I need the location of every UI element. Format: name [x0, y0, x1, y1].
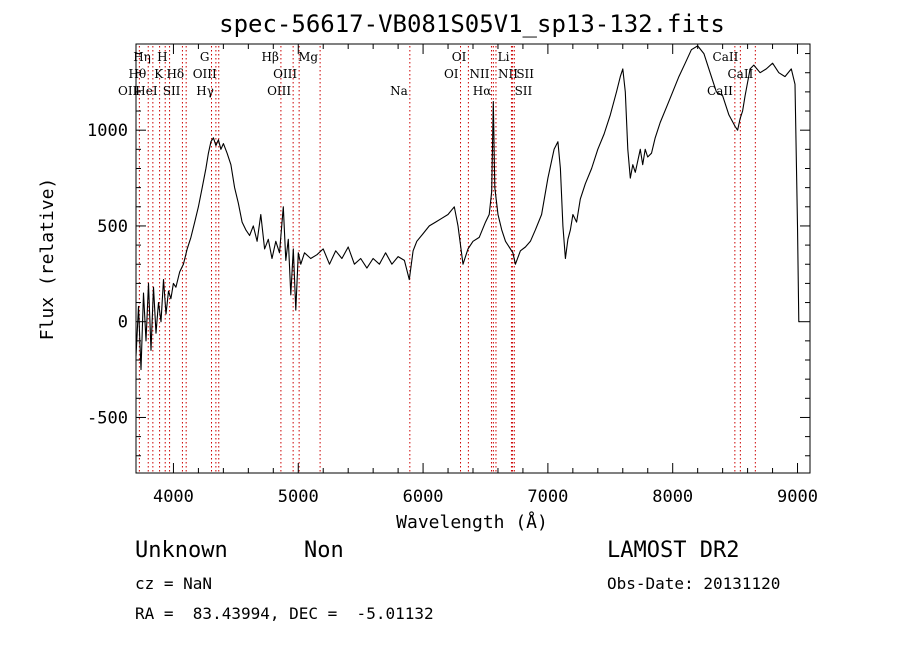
line-label: Hθ	[129, 67, 147, 81]
chart-title: spec-56617-VB081S05V1_sp13-132.fits	[219, 10, 725, 38]
line-label: OIII	[267, 84, 291, 98]
x-axis-label: Wavelength (Å)	[396, 511, 548, 533]
survey-label: LAMOST DR2	[607, 538, 740, 563]
x-tick-label: 4000	[153, 487, 194, 507]
line-label: Na	[390, 84, 408, 98]
line-label: CaII	[713, 50, 739, 64]
line-label: OI	[452, 50, 467, 64]
line-label: HeI	[135, 84, 158, 98]
x-tick-label: 7000	[527, 487, 568, 507]
line-label: CaII	[728, 67, 754, 81]
redshift-label: cz = NaN	[135, 574, 213, 593]
line-label: OII	[118, 84, 138, 98]
line-label: Hδ	[166, 67, 184, 81]
object-subclass: Non	[304, 538, 344, 563]
line-label: G	[200, 50, 210, 64]
y-tick-label: 1000	[87, 121, 128, 141]
object-class: Unknown	[135, 538, 228, 563]
line-label: NII	[498, 67, 518, 81]
y-axis-label: Flux (relative)	[37, 178, 58, 341]
line-label: NII	[469, 67, 489, 81]
y-tick-label: -500	[87, 408, 128, 428]
x-tick-label: 8000	[652, 487, 693, 507]
obs-date-label: Obs-Date: 20131120	[607, 574, 781, 593]
line-label: Hβ	[262, 50, 279, 64]
spectrum-line	[135, 45, 800, 371]
line-label: Hα	[473, 84, 492, 98]
plot-frame	[135, 43, 811, 474]
x-tick-label: 5000	[278, 487, 319, 507]
line-label: OI	[444, 67, 459, 81]
line-label: SII	[163, 84, 181, 98]
x-tick-label: 6000	[403, 487, 444, 507]
line-label: CaII	[707, 84, 733, 98]
line-label: Li	[498, 50, 510, 64]
line-label: SII	[515, 84, 533, 98]
line-label: K	[154, 67, 164, 81]
y-tick-label: 500	[97, 217, 128, 237]
line-label: Mg	[298, 50, 318, 64]
line-label: OIII	[273, 67, 297, 81]
line-label: H	[157, 50, 167, 64]
line-markers: OIIHθHηHeIKHSIIHδGHγOIIIHβOIIIOIIIMgNaOI…	[118, 46, 756, 473]
axis-ticks: 4000 5000 6000 7000 8000 9000 -500 0 500 1000	[87, 44, 818, 507]
y-tick-label: 0	[118, 313, 128, 333]
line-label: Hγ	[196, 84, 214, 98]
line-label: OIII	[193, 67, 217, 81]
x-tick-label: 9000	[777, 487, 818, 507]
coordinates-label: RA = 83.43994, DEC = -5.01132	[135, 604, 434, 623]
line-label: SII	[516, 67, 534, 81]
